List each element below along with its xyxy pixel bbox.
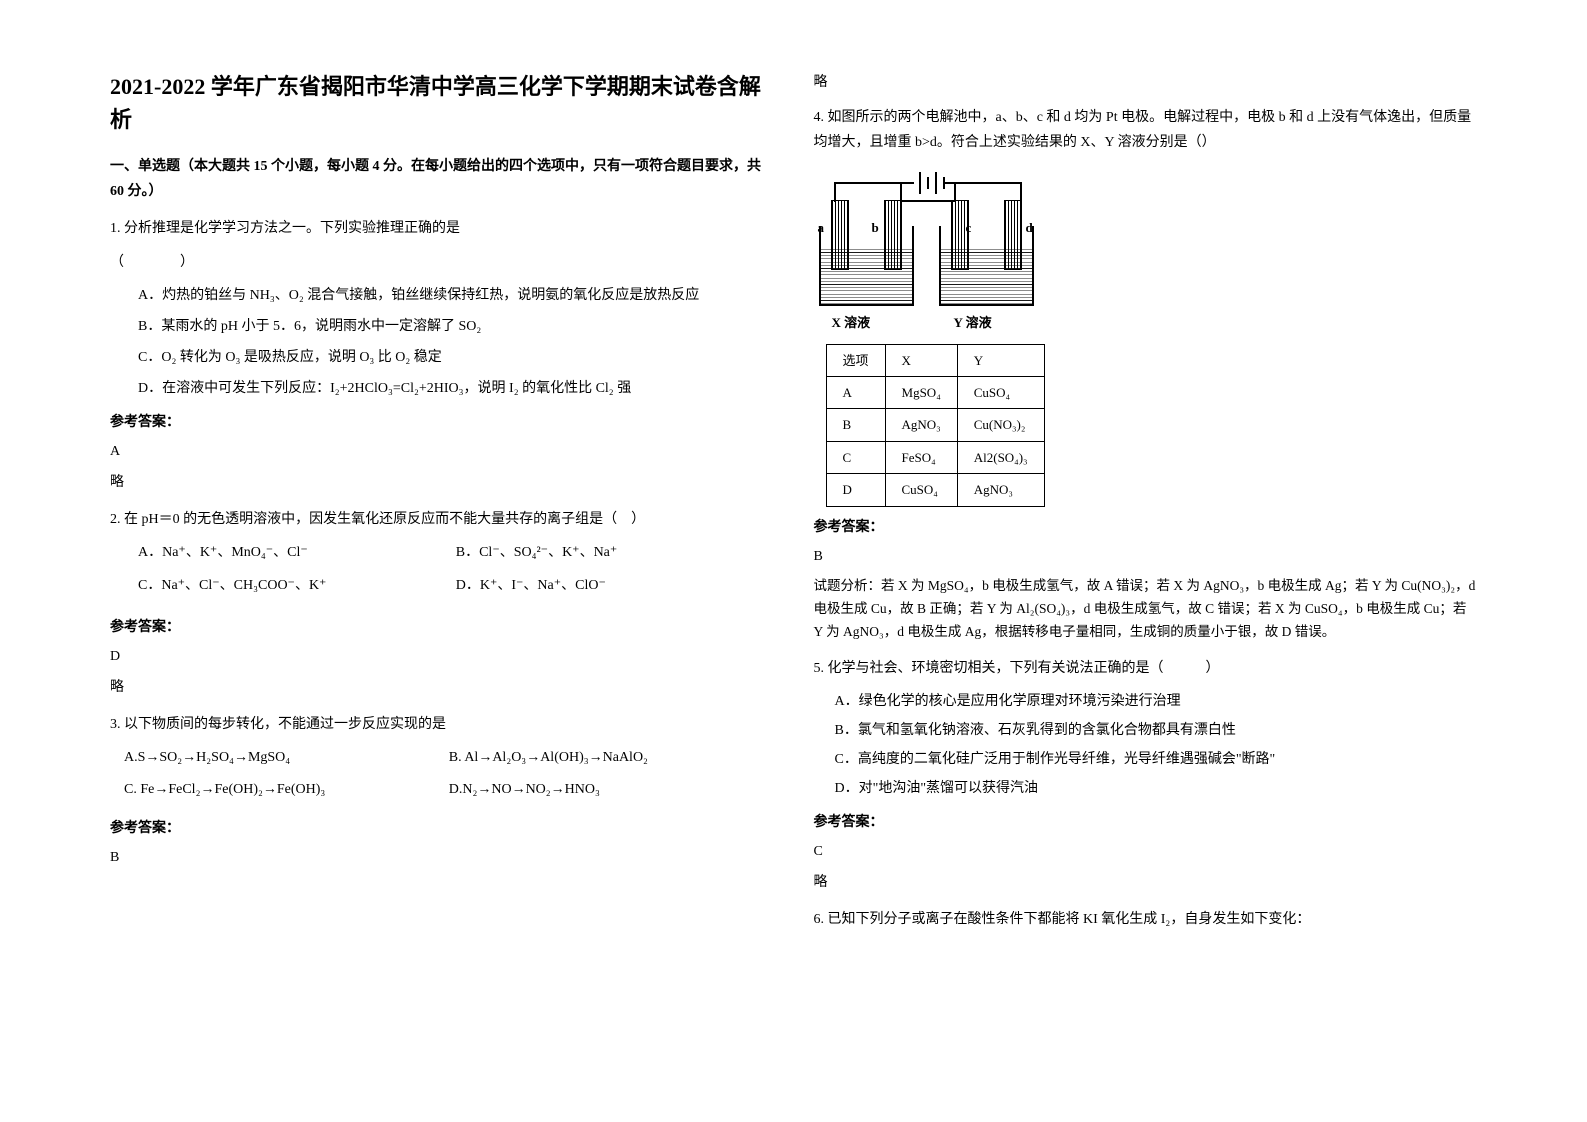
q1-opt-c: C．O₂ 转化为 O₃ 是吸热反应，说明 O₃ 比 O₂ 稳定 [138,345,774,370]
q5-opt-c: C．高纯度的二氧化硅广泛用于制作光导纤维，光导纤维遇强碱会"断路" [835,747,1478,772]
question-5: 5. 化学与社会、环境密切相关，下列有关说法正确的是（ ） A．绿色化学的核心是… [814,656,1478,896]
question-6: 6. 已知下列分子或离子在酸性条件下都能将 KI 氧化生成 I₂，自身发生如下变… [814,907,1478,932]
electrode-b [884,200,902,270]
table-row: A MgSO₄ CuSO₄ [826,376,1044,408]
q2-stem: 2. 在 pH＝0 的无色透明溶液中，因发生氧化还原反应而不能大量共存的离子组是… [110,507,774,532]
question-4: 4. 如图所示的两个电解池中，a、b、c 和 d 均为 Pt 电极。电解过程中，… [814,105,1478,644]
q3-answer: B [110,845,774,870]
q2-answer-label: 参考答案： [110,615,774,640]
label-a: a [818,216,825,239]
q1-brief: 略 [110,470,774,495]
q2-brief: 略 [110,675,774,700]
q3-opt-b: B. Al→Al₂O₃→Al(OH)₃→NaAlO₂ [449,745,774,770]
q6-stem: 6. 已知下列分子或离子在酸性条件下都能将 KI 氧化生成 I₂，自身发生如下变… [814,907,1478,932]
q2-opt-b: B．Cl⁻、SO₄²⁻、K⁺、Na⁺ [456,540,774,565]
q4-answer-label: 参考答案： [814,515,1478,540]
electrode-a [831,200,849,270]
table-row: B AgNO₃ Cu(NO₃)₂ [826,409,1044,441]
q4-options-table: 选项 X Y A MgSO₄ CuSO₄ B AgNO₃ Cu(NO₃)₂ C … [826,344,1045,507]
question-1: 1. 分析推理是化学学习方法之一。下列实验推理正确的是 （ ） A．灼热的铂丝与… [110,216,774,495]
question-2: 2. 在 pH＝0 的无色透明溶液中，因发生氧化还原反应而不能大量共存的离子组是… [110,507,774,700]
th-x: X [885,344,957,376]
q1-answer-label: 参考答案： [110,410,774,435]
q3-opt-c: C. Fe→FeCl₂→Fe(OH)₂→Fe(OH)₃ [124,777,449,802]
q3-opt-d: D.N₂→NO→NO₂→HNO₃ [449,777,774,802]
left-column: 2021-2022 学年广东省揭阳市华清中学高三化学下学期期末试卷含解析 一、单… [90,70,794,1092]
q1-opt-a: A．灼热的铂丝与 NH₃、O₂ 混合气接触，铂丝继续保持红热，说明氨的氧化反应是… [110,283,774,308]
q3-stem: 3. 以下物质间的每步转化，不能通过一步反应实现的是 [110,712,774,737]
label-b: b [872,216,879,239]
battery-icon [909,172,949,194]
q2-answer: D [110,644,774,669]
q1-answer: A [110,439,774,464]
th-y: Y [957,344,1044,376]
q2-opt-d: D．K⁺、I⁻、Na⁺、ClO⁻ [456,573,774,598]
q2-opt-a: A．Na⁺、K⁺、MnO₄⁻、Cl⁻ [138,540,456,565]
q5-brief: 略 [814,870,1478,895]
q5-opt-d: D．对"地沟油"蒸馏可以获得汽油 [835,776,1478,801]
table-row: D CuSO₄ AgNO₃ [826,474,1044,506]
q5-opt-b: B．氯气和氢氧化钠溶液、石灰乳得到的含氯化合物都具有漂白性 [835,718,1478,743]
th-option: 选项 [826,344,885,376]
q3-brief: 略 [814,70,1478,95]
q1-stem-1: 1. 分析推理是化学学习方法之一。下列实验推理正确的是 [110,216,774,241]
q5-stem: 5. 化学与社会、环境密切相关，下列有关说法正确的是（ ） [814,656,1478,681]
q3-answer-label: 参考答案： [110,816,774,841]
beaker-x [819,226,914,306]
exam-title: 2021-2022 学年广东省揭阳市华清中学高三化学下学期期末试卷含解析 [110,70,774,136]
q1-opt-b: B．某雨水的 pH 小于 5．6，说明雨水中一定溶解了 SO₂ [138,314,774,339]
q1-opt-d: D．在溶液中可发生下列反应：I₂+2HClO₃=Cl₂+2HIO₃，说明 I₂ … [138,376,774,401]
table-row: C FeSO₄ Al2(SO₄)₃ [826,441,1044,473]
q1-stem-2: （ ） [110,250,774,275]
label-x-solution: X 溶液 [832,311,871,334]
q4-stem: 4. 如图所示的两个电解池中，a、b、c 和 d 均为 Pt 电极。电解过程中，… [814,105,1478,155]
q2-opt-c: C．Na⁺、Cl⁻、CH₃COO⁻、K⁺ [138,573,456,598]
electrode-d [1004,200,1022,270]
table-row: 选项 X Y [826,344,1044,376]
label-c: c [966,216,972,239]
q5-answer-label: 参考答案： [814,810,1478,835]
question-3: 3. 以下物质间的每步转化，不能通过一步反应实现的是 A.S→SO₂→H₂SO₄… [110,712,774,870]
q3-opt-a: A.S→SO₂→H₂SO₄→MgSO₄ [124,745,449,770]
label-d: d [1026,216,1033,239]
q4-answer: B [814,544,1478,569]
q4-analysis: 试题分析：若 X 为 MgSO₄，b 电极生成氢气，故 A 错误；若 X 为 A… [814,575,1478,644]
q5-answer: C [814,839,1478,864]
right-column: 略 4. 如图所示的两个电解池中，a、b、c 和 d 均为 Pt 电极。电解过程… [794,70,1498,1092]
section-1-head: 一、单选题（本大题共 15 个小题，每小题 4 分。在每小题给出的四个选项中，只… [110,154,774,204]
beaker-y [939,226,1034,306]
label-y-solution: Y 溶液 [954,311,992,334]
electrolysis-diagram: a b c d X 溶液 Y 溶液 [814,166,1044,336]
q5-opt-a: A．绿色化学的核心是应用化学原理对环境污染进行治理 [835,689,1478,714]
